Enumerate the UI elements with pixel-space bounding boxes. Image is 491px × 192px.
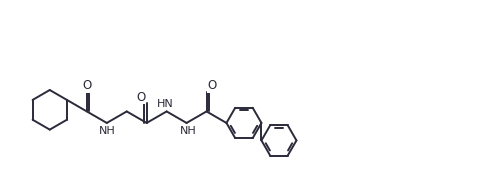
Text: O: O xyxy=(136,91,146,104)
Text: O: O xyxy=(207,79,217,92)
Text: NH: NH xyxy=(99,126,116,136)
Text: HN: HN xyxy=(157,99,173,109)
Text: NH: NH xyxy=(180,126,197,136)
Text: O: O xyxy=(82,79,91,92)
